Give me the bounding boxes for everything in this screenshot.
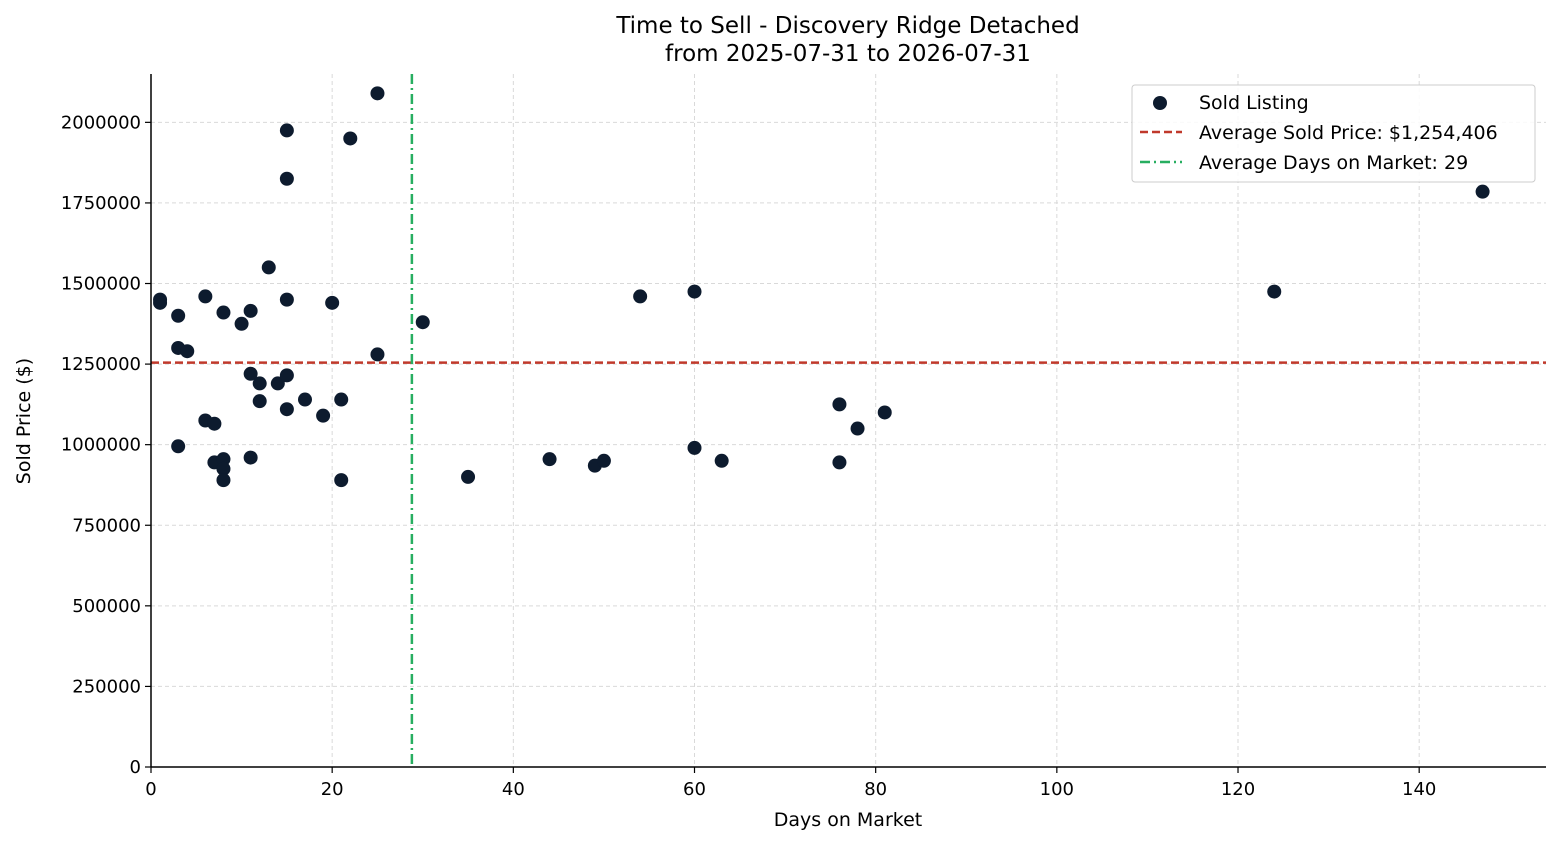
data-point xyxy=(252,394,267,409)
legend-marker-sold-listing xyxy=(1153,96,1167,110)
data-point xyxy=(279,368,294,383)
legend-label-avg-days: Average Days on Market: 29 xyxy=(1199,152,1468,174)
y-tick-label: 1750000 xyxy=(61,193,141,214)
data-point xyxy=(279,402,294,417)
legend-box xyxy=(1131,84,1536,183)
y-tick-label: 0 xyxy=(130,757,141,778)
x-axis-label: Days on Market xyxy=(774,809,922,831)
x-tick-label: 40 xyxy=(502,779,525,800)
data-point xyxy=(370,347,385,362)
data-point xyxy=(216,305,231,320)
y-tick-label: 250000 xyxy=(72,676,141,697)
data-point xyxy=(261,260,276,275)
x-tick-label: 120 xyxy=(1221,779,1255,800)
data-point xyxy=(243,303,258,318)
data-point xyxy=(334,392,349,407)
data-point xyxy=(633,289,648,304)
data-point xyxy=(234,316,249,331)
data-point xyxy=(180,344,195,359)
data-point xyxy=(279,123,294,138)
grid-lines xyxy=(151,74,1546,767)
data-point xyxy=(832,397,847,412)
axes: 0 20 40 60 80 100 120 140 0 250000 500000 750000 100… xyxy=(61,74,1546,800)
y-tick-label: 500000 xyxy=(72,596,141,617)
y-tick-label: 1500000 xyxy=(61,274,141,295)
data-point xyxy=(216,452,231,467)
x-tick-label: 20 xyxy=(321,779,344,800)
data-point xyxy=(596,453,611,468)
data-point xyxy=(316,408,331,423)
y-tick-label: 1250000 xyxy=(61,354,141,375)
reference-lines xyxy=(151,74,1546,767)
data-point xyxy=(243,450,258,465)
x-tick-label: 100 xyxy=(1040,779,1074,800)
data-point xyxy=(279,171,294,186)
data-point xyxy=(252,376,267,391)
data-point xyxy=(714,453,729,468)
data-point xyxy=(325,295,340,310)
data-point xyxy=(171,308,186,323)
data-point xyxy=(207,416,222,431)
x-tick-label: 60 xyxy=(683,779,706,800)
chart-title: Time to Sell - Discovery Ridge Detached xyxy=(615,13,1079,39)
legend: Sold Listing Average Sold Price: $1,254,… xyxy=(1131,84,1536,183)
data-point xyxy=(877,405,892,420)
data-point xyxy=(461,469,476,484)
data-point xyxy=(1267,284,1282,299)
data-point xyxy=(1475,184,1490,199)
data-point xyxy=(415,315,430,330)
y-tick-label: 750000 xyxy=(72,515,141,536)
data-point xyxy=(216,473,231,488)
data-point xyxy=(243,366,258,381)
chart-subtitle: from 2025-07-31 to 2026-07-31 xyxy=(665,41,1031,67)
legend-label-sold-listing: Sold Listing xyxy=(1199,92,1309,114)
x-tick-label: 0 xyxy=(145,779,156,800)
data-point xyxy=(370,86,385,101)
data-point xyxy=(198,289,213,304)
data-point xyxy=(687,284,702,299)
data-point xyxy=(216,461,231,476)
y-tick-label: 2000000 xyxy=(61,112,141,133)
y-axis-label: Sold Price ($) xyxy=(13,358,35,484)
data-point xyxy=(334,473,349,488)
data-point xyxy=(687,440,702,455)
data-point xyxy=(171,439,186,454)
data-point xyxy=(270,376,285,391)
y-tick-label: 1000000 xyxy=(61,435,141,456)
x-tick-label: 140 xyxy=(1402,779,1436,800)
data-point xyxy=(850,421,865,436)
data-point xyxy=(832,455,847,470)
data-point xyxy=(297,392,312,407)
data-point xyxy=(279,292,294,307)
legend-label-avg-price: Average Sold Price: $1,254,406 xyxy=(1199,122,1498,144)
data-point xyxy=(542,452,557,467)
x-tick-label: 80 xyxy=(864,779,887,800)
data-point xyxy=(153,295,168,310)
scatter-points xyxy=(153,86,1490,488)
data-point xyxy=(343,131,358,146)
